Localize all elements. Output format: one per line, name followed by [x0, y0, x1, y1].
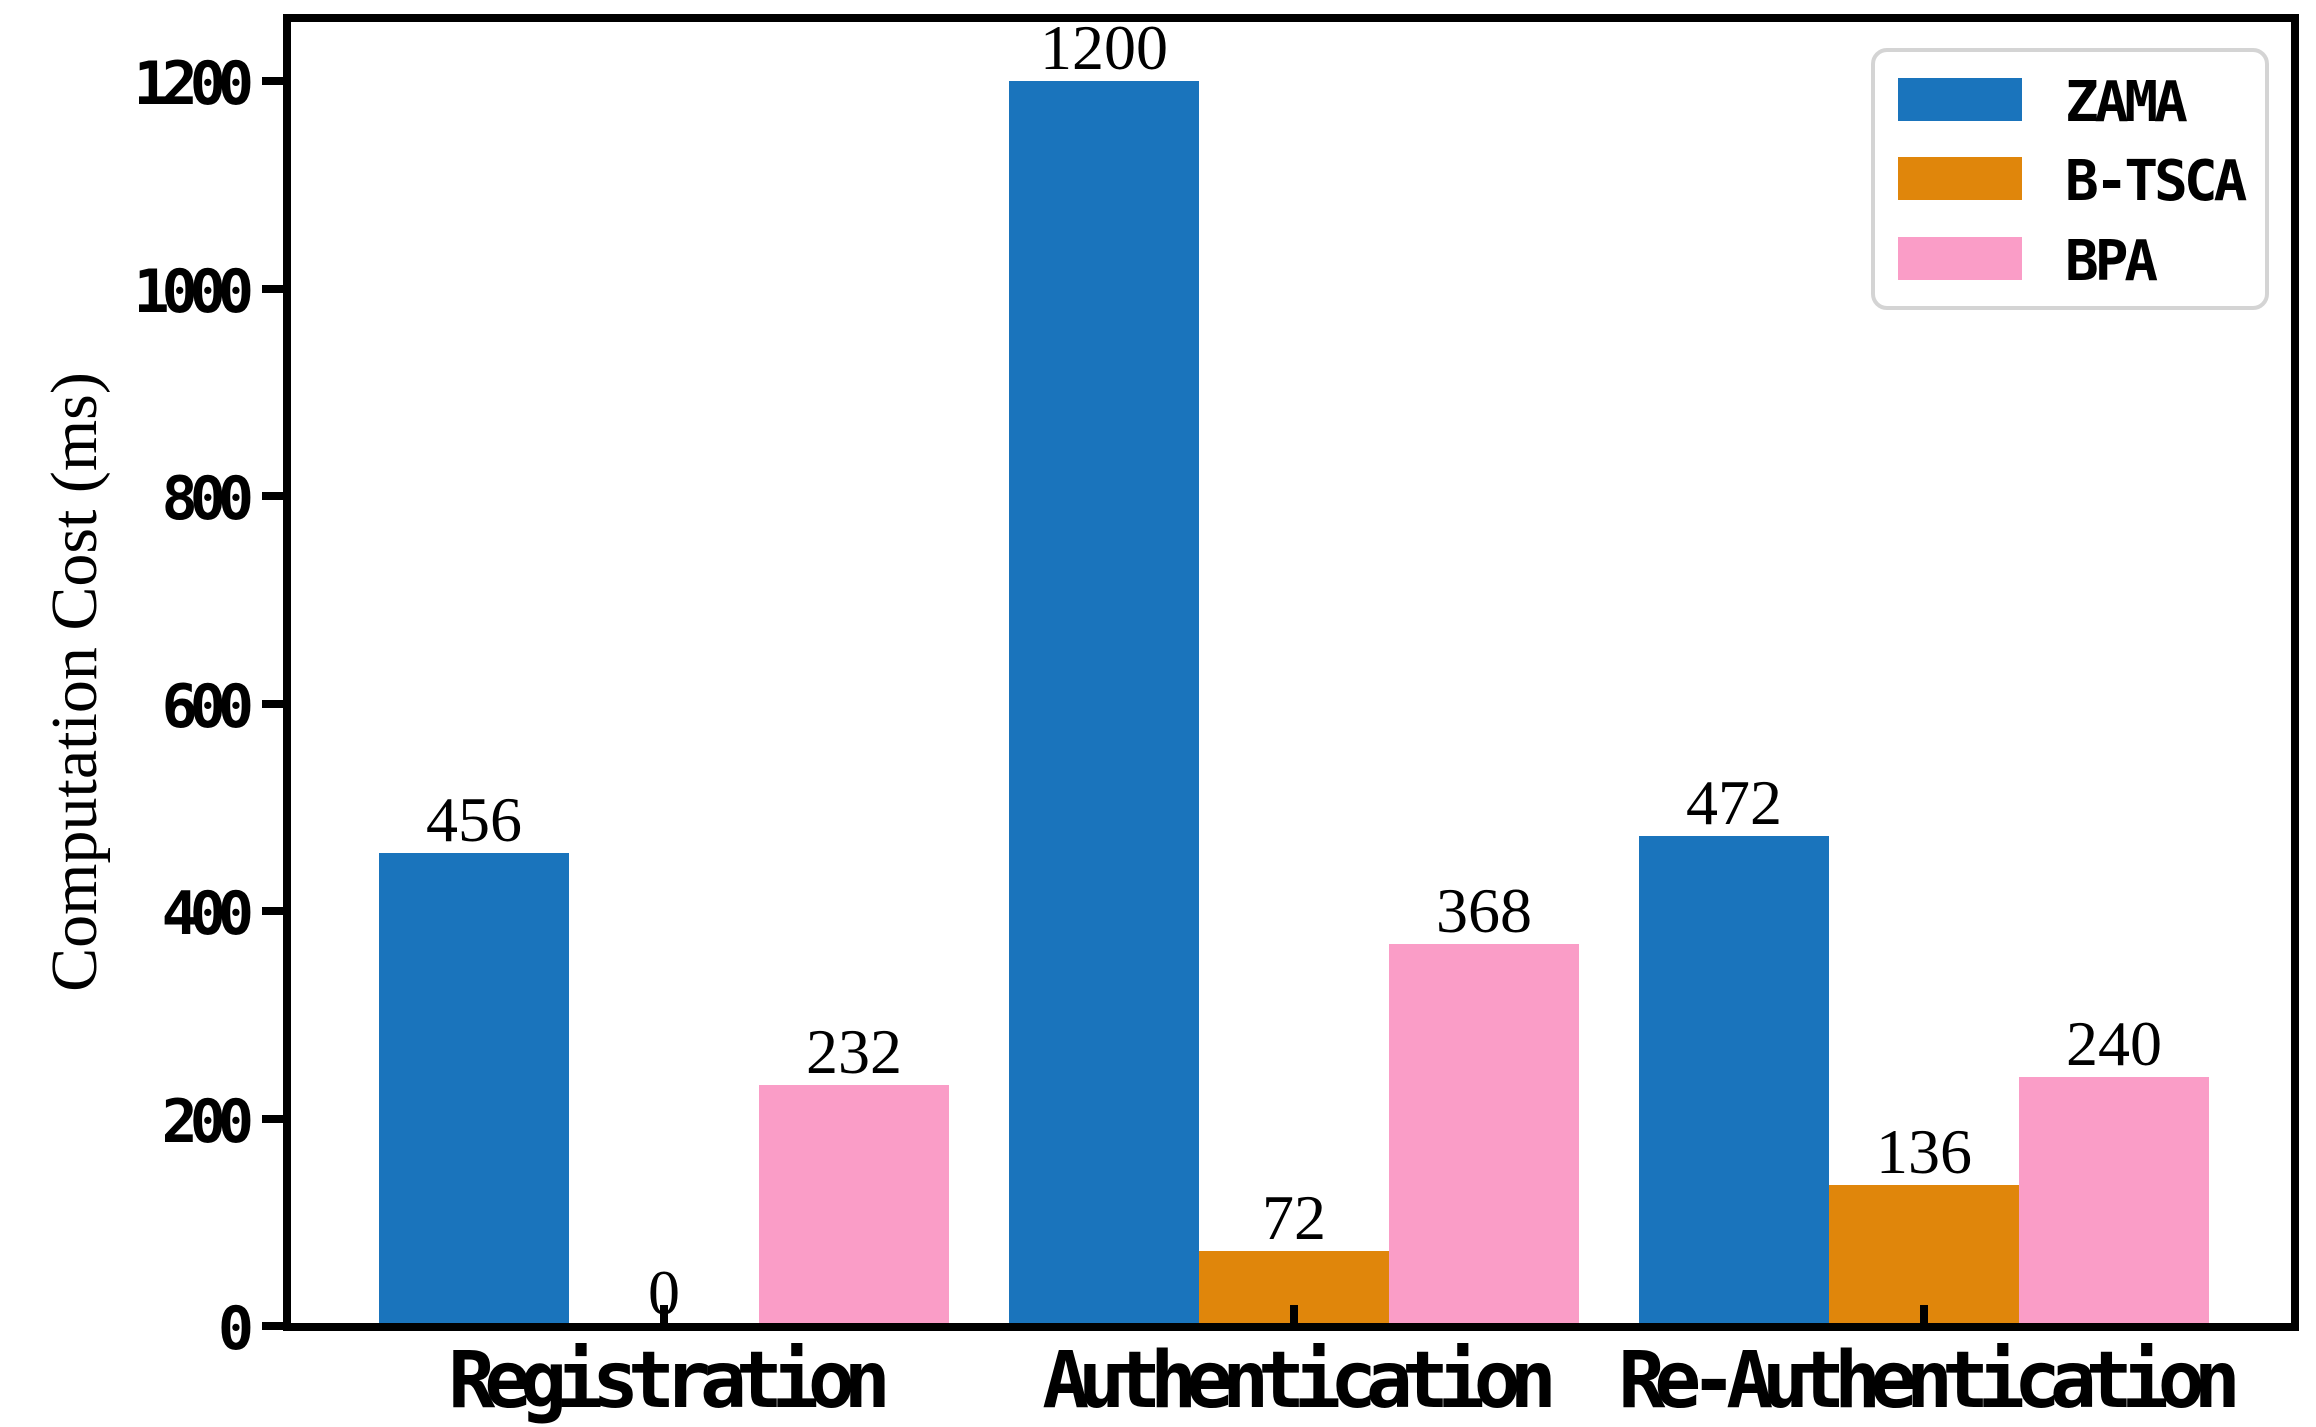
legend-label-b-tsca: B-TSCA: [2065, 149, 2247, 214]
legend-swatch-b-tsca: [1898, 157, 2022, 200]
x-tick: [660, 1305, 668, 1323]
legend-item-b-tsca: B-TSCA: [1875, 149, 2265, 214]
y-tick: [262, 1115, 283, 1123]
bar-value-label: 1200: [1040, 12, 1168, 83]
legend-swatch-bpa: [1898, 237, 2022, 280]
y-tick-label: 1200: [133, 49, 255, 119]
y-tick: [262, 285, 283, 293]
y-tick-label: 800: [161, 464, 254, 534]
y-tick-label: 0: [217, 1294, 254, 1364]
bar-bpa-authentication: [1389, 944, 1579, 1323]
bar-zama-authentication: [1009, 81, 1199, 1323]
y-tick: [262, 907, 283, 915]
bar-value-label: 240: [2066, 1008, 2162, 1079]
y-tick: [262, 77, 283, 85]
bar-value-label: 472: [1686, 767, 1782, 838]
bar-value-label: 0: [648, 1257, 680, 1328]
legend: ZAMA B-TSCA BPA: [1871, 48, 2269, 310]
x-tick-label: Registration: [448, 1336, 891, 1426]
bar-value-label: 72: [1262, 1182, 1326, 1253]
y-tick-label: 200: [161, 1087, 254, 1157]
y-tick: [262, 700, 283, 708]
x-tick-label: Re-Authentication: [1618, 1336, 2240, 1426]
bar-value-label: 368: [1436, 875, 1532, 946]
bar-zama-registration: [379, 853, 569, 1323]
bar-value-label: 136: [1876, 1116, 1972, 1187]
bar-bpa-re-authentication: [2019, 1077, 2209, 1323]
y-tick-label: 400: [161, 879, 254, 949]
x-tick: [1290, 1305, 1298, 1323]
legend-item-zama: ZAMA: [1875, 70, 2265, 135]
y-tick: [262, 492, 283, 500]
x-tick: [1920, 1305, 1928, 1323]
legend-label-bpa: BPA: [2065, 229, 2158, 294]
bar-bpa-registration: [759, 1085, 949, 1323]
bar-value-label: 456: [426, 784, 522, 855]
bar-value-label: 232: [806, 1016, 902, 1087]
legend-label-zama: ZAMA: [2065, 70, 2188, 135]
y-tick-label: 1000: [133, 257, 255, 327]
legend-item-bpa: BPA: [1875, 229, 2265, 294]
x-tick-label: Authentication: [1042, 1336, 1556, 1426]
bar-zama-re-authentication: [1639, 836, 1829, 1323]
bar-b-tsca-re-authentication: [1829, 1185, 2019, 1323]
y-tick: [262, 1322, 283, 1330]
legend-swatch-zama: [1898, 78, 2022, 121]
y-tick-label: 600: [161, 672, 254, 742]
